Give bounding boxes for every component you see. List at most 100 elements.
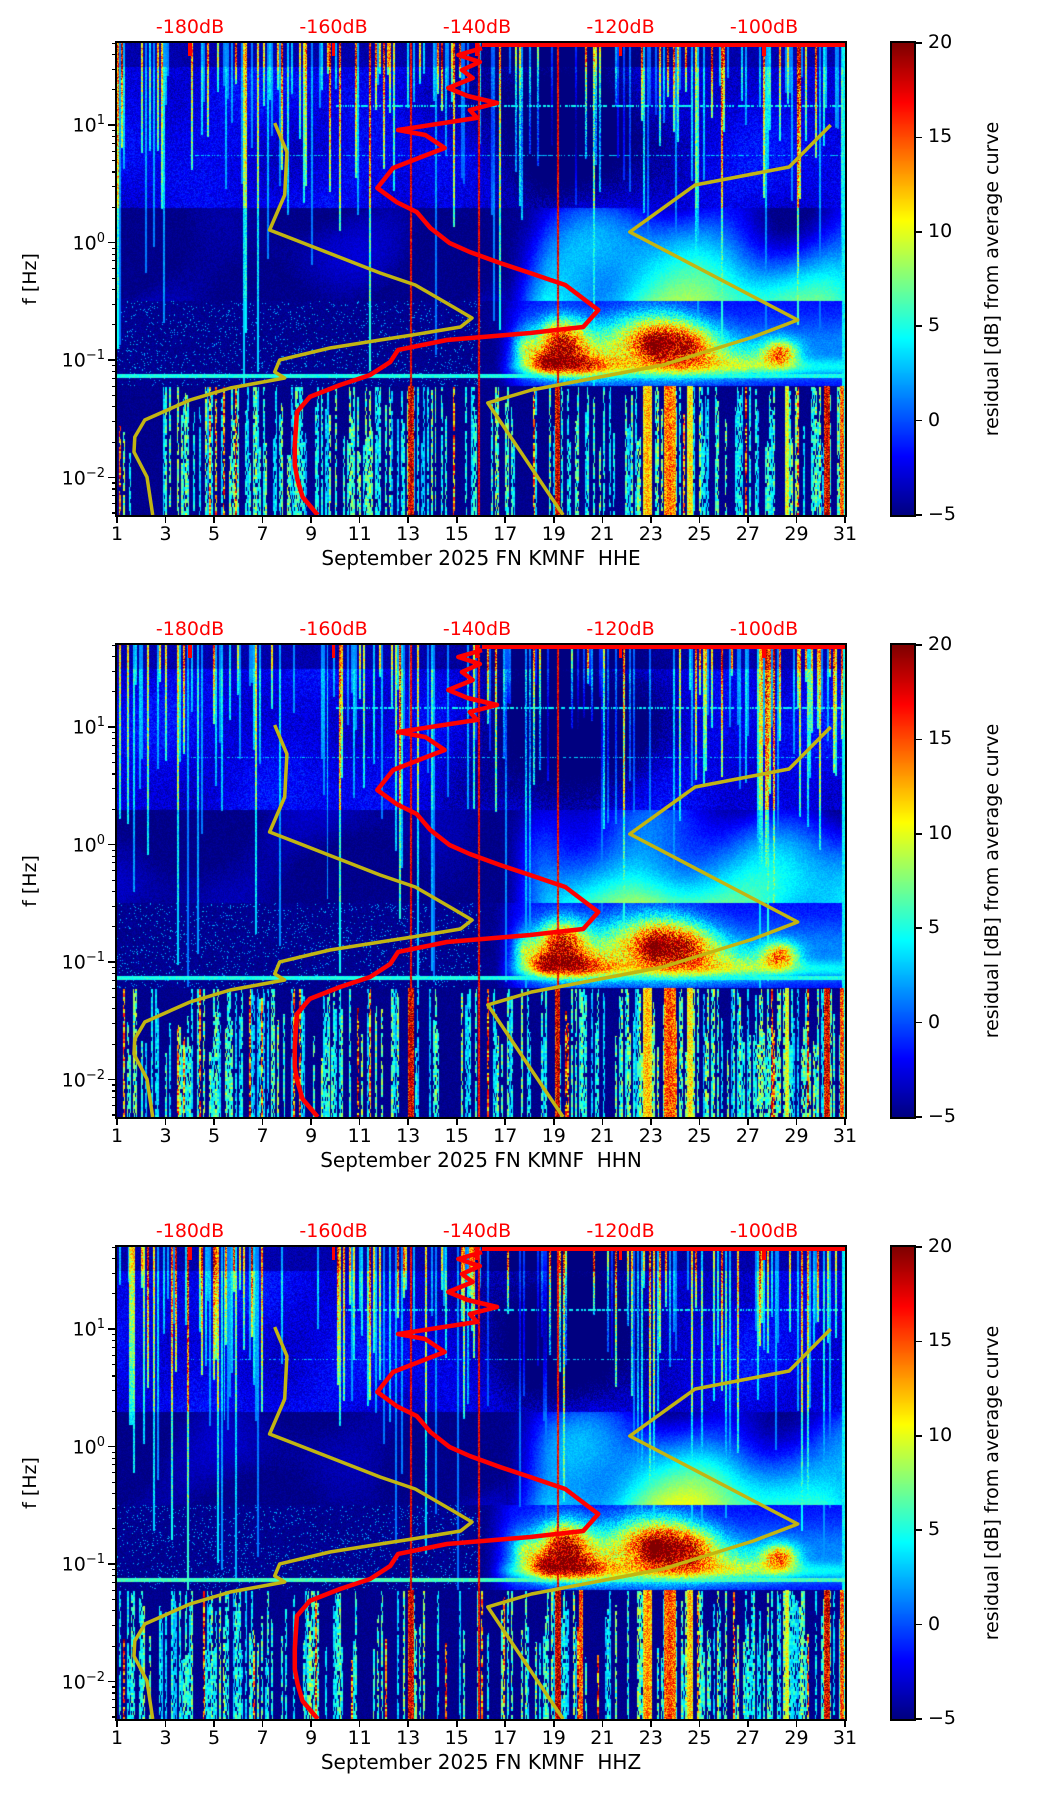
colorbar-gradient [892, 1247, 914, 1719]
top-db-tick [188, 1247, 192, 1260]
top-db-label: -120dB [586, 618, 655, 640]
colorbar-tick [914, 419, 922, 422]
y-minor-tick [112, 1105, 117, 1107]
y-axis-label: f [Hz] [19, 855, 41, 907]
y-tick-label: 100 [72, 230, 105, 255]
x-tick-label: 11 [347, 1727, 372, 1749]
y-major-tick [108, 359, 117, 361]
colorbar-tick [914, 136, 922, 139]
x-tick [116, 515, 118, 523]
y-major-tick [108, 476, 117, 479]
y-minor-tick [112, 1090, 117, 1092]
x-tick [795, 1719, 798, 1727]
y-minor-tick [112, 1472, 117, 1474]
y-minor-tick [112, 160, 117, 162]
colorbar-tick-label: 15 [928, 125, 953, 148]
y-minor-tick [112, 268, 117, 270]
y-minor-tick [112, 1692, 117, 1694]
y-minor-tick [112, 1354, 117, 1356]
x-tick-label: 5 [208, 1727, 221, 1749]
overlay-curves [132, 1247, 845, 1719]
colorbar-tick-label: 5 [928, 916, 941, 939]
x-tick [698, 1719, 701, 1727]
spectrogram-plot [115, 1245, 847, 1721]
x-tick-label: 13 [396, 523, 421, 545]
y-minor-tick [112, 1364, 117, 1366]
x-tick-label: 3 [159, 1727, 172, 1749]
y-minor-tick [112, 1410, 117, 1412]
x-tick-label: 25 [687, 523, 712, 545]
nhnm-curve [486, 1327, 832, 1719]
y-minor-tick [112, 186, 117, 188]
x-tick [844, 1117, 846, 1125]
overlay-curves [132, 645, 845, 1117]
colorbar-tick [914, 644, 922, 646]
x-tick-label: 11 [347, 523, 372, 545]
spectrogram-panel-hhn: f [Hz] residual [dB] from average curve … [0, 602, 1052, 1204]
y-minor-tick [112, 926, 117, 928]
x-tick-label: 5 [208, 1125, 221, 1147]
x-tick [747, 1117, 749, 1125]
x-tick [698, 1117, 701, 1125]
y-minor-tick [112, 1272, 117, 1274]
y-minor-tick [112, 1686, 117, 1688]
x-tick [407, 1117, 409, 1125]
top-db-tick [762, 43, 766, 56]
y-minor-tick [112, 973, 117, 975]
y-minor-tick [112, 996, 117, 999]
colorbar-tick-label: 20 [928, 633, 953, 655]
x-tick-label: 27 [735, 1125, 761, 1147]
top-db-tick [475, 1247, 479, 1260]
y-minor-tick [112, 1346, 117, 1348]
y-minor-tick [112, 253, 117, 255]
y-tick-label: 101 [72, 1317, 105, 1341]
y-minor-tick [112, 142, 117, 144]
x-tick-label: 3 [159, 1125, 172, 1147]
y-axis-label: f [Hz] [19, 1457, 41, 1509]
y-minor-tick [112, 744, 117, 746]
y-tick-label: 101 [72, 113, 105, 137]
colorbar [890, 1245, 916, 1721]
x-tick-label: 5 [208, 523, 221, 545]
y-minor-tick [112, 1334, 117, 1336]
y-minor-tick [112, 1246, 117, 1248]
spectrogram-canvas [117, 1247, 845, 1719]
x-tick-label: 21 [590, 1727, 615, 1749]
spectrogram-panel-hhe: f [Hz] residual [dB] from average curve … [0, 0, 1052, 602]
x-tick-label: 19 [541, 1727, 566, 1749]
x-tick [116, 1117, 118, 1125]
y-minor-tick [112, 277, 117, 279]
x-tick [455, 1719, 458, 1727]
x-tick-label: 15 [444, 1727, 469, 1749]
y-major-tick [108, 1563, 117, 1565]
y-minor-tick [112, 1097, 117, 1099]
y-major-tick [108, 726, 117, 729]
y-minor-tick [112, 691, 117, 693]
y-minor-tick [112, 1114, 117, 1116]
y-minor-tick [112, 1625, 117, 1627]
x-tick-label: 23 [638, 1125, 663, 1147]
y-minor-tick [112, 364, 117, 367]
x-tick [650, 1719, 652, 1727]
x-tick-label: 21 [590, 523, 615, 545]
y-minor-tick [112, 1340, 117, 1342]
colorbar-label: residual [dB] from average curve [981, 121, 1003, 437]
colorbar-tick [914, 1021, 922, 1024]
colorbar-tick-label: 15 [928, 1329, 953, 1352]
y-minor-tick [112, 1699, 117, 1701]
colorbar [890, 643, 916, 1119]
y-minor-tick [112, 1610, 117, 1612]
x-tick-label: 23 [638, 1727, 663, 1749]
x-tick [213, 1719, 215, 1727]
colorbar-tick [914, 1435, 922, 1437]
panel-title: September 2025 FN KMNF HHZ [320, 1750, 642, 1774]
y-minor-tick [112, 1716, 117, 1718]
x-tick-label: 11 [347, 1125, 372, 1147]
colorbar-tick-label: 15 [928, 727, 953, 750]
y-minor-tick [112, 773, 117, 775]
y-major-tick [108, 1078, 117, 1081]
colorbar-tick [914, 1116, 922, 1118]
top-db-tick [762, 645, 766, 658]
y-major-tick [108, 1680, 117, 1683]
x-tick [504, 1117, 507, 1125]
